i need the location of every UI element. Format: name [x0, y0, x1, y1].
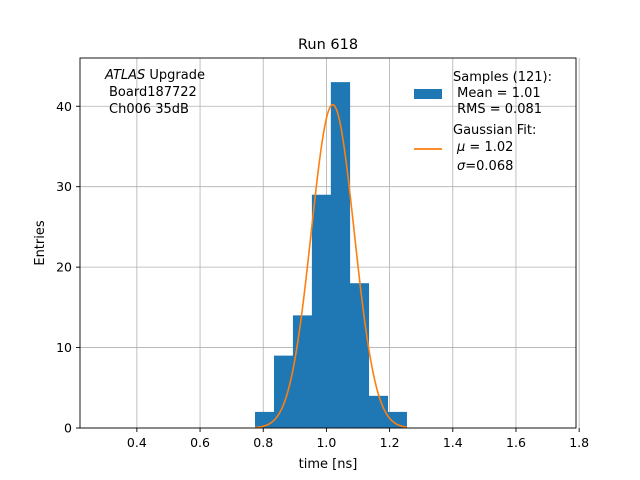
- legend: Samples (121): Mean = 1.01 RMS = 0.081 G…: [414, 70, 552, 174]
- annotation-line-3: Ch006 35dB: [109, 102, 189, 117]
- chart-title: Run 618: [298, 37, 358, 53]
- atlas-annotation: ATLAS Upgrade Board187722 Ch006 35dB: [104, 68, 205, 117]
- x-tick-label: 0.8: [253, 435, 273, 450]
- histogram-bar: [330, 82, 351, 428]
- histogram-bar: [387, 411, 407, 428]
- annotation-upgrade: Upgrade: [145, 68, 205, 83]
- legend-sigma-value: =0.068: [465, 159, 513, 174]
- annotation-atlas-italic: ATLAS: [104, 68, 145, 83]
- legend-hist-title: Samples (121):: [453, 70, 552, 85]
- histogram-bar: [368, 395, 389, 428]
- legend-fit-sigma: σ=0.068: [457, 159, 513, 174]
- y-tick-label: 40: [56, 99, 72, 114]
- x-tick-label: 1.4: [443, 435, 463, 450]
- x-tick-label: 0.6: [190, 435, 210, 450]
- histogram-bar: [311, 194, 332, 428]
- y-tick-label: 10: [56, 340, 72, 355]
- gaussian-fit-curve: [254, 103, 407, 429]
- plot-frame: [79, 57, 577, 429]
- y-tick-label: 20: [56, 260, 72, 275]
- y-tick-label: 0: [64, 421, 72, 436]
- legend-mu-symbol: μ: [456, 140, 465, 155]
- legend-fit-mu: μ = 1.02: [456, 140, 513, 155]
- annotation-line-2: Board187722: [109, 85, 197, 100]
- legend-sigma-symbol: σ: [457, 159, 466, 174]
- y-axis-ticks: 0 10 20 30 40: [56, 99, 80, 436]
- histogram-bar: [273, 355, 294, 428]
- x-tick-label: 1.0: [316, 435, 336, 450]
- x-tick-label: 1.6: [506, 435, 526, 450]
- x-axis-ticks: 0.4 0.6 0.8 1.0 1.2 1.4 1.6 1.8: [127, 428, 589, 450]
- legend-hist-mean: Mean = 1.01: [453, 86, 541, 101]
- y-tick-label: 30: [56, 179, 72, 194]
- legend-histogram-swatch: [414, 89, 442, 99]
- x-axis-label: time [ns]: [299, 457, 358, 472]
- x-tick-label: 1.8: [569, 435, 589, 450]
- histogram-bar: [292, 315, 313, 428]
- legend-hist-rms: RMS = 0.081: [453, 102, 542, 117]
- annotation-line-1: ATLAS Upgrade: [104, 68, 205, 83]
- legend-mu-value: = 1.02: [465, 140, 513, 155]
- x-tick-label: 0.4: [127, 435, 147, 450]
- histogram-bar: [349, 283, 370, 428]
- legend-fit-title: Gaussian Fit:: [453, 123, 536, 138]
- x-tick-label: 1.2: [380, 435, 400, 450]
- y-axis-label: Entries: [33, 220, 48, 266]
